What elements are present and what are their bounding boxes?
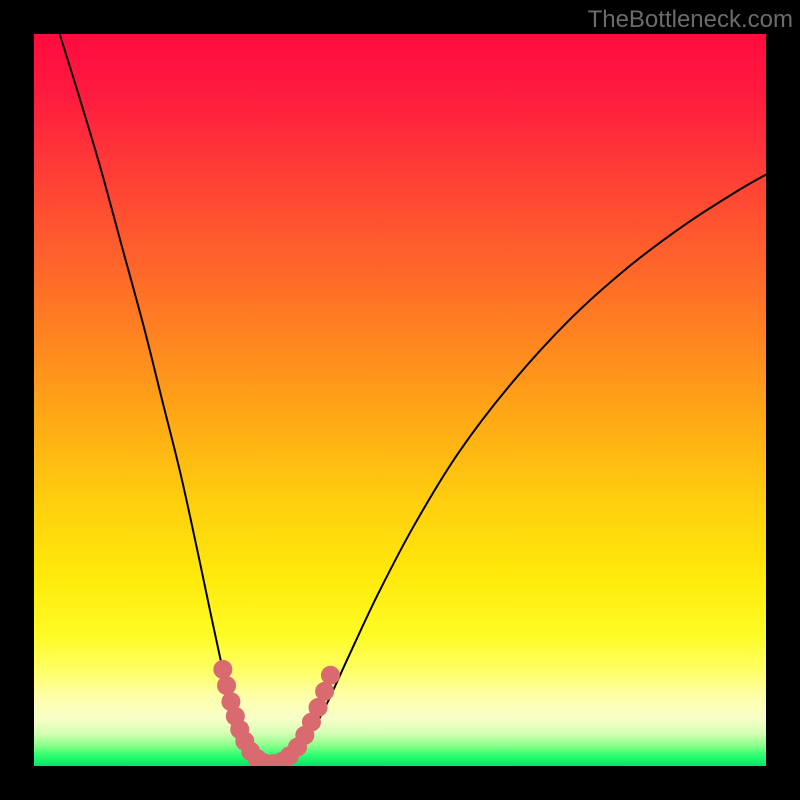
plot-area <box>34 34 766 766</box>
gradient-background <box>34 34 766 766</box>
watermark-text: TheBottleneck.com <box>588 6 793 34</box>
